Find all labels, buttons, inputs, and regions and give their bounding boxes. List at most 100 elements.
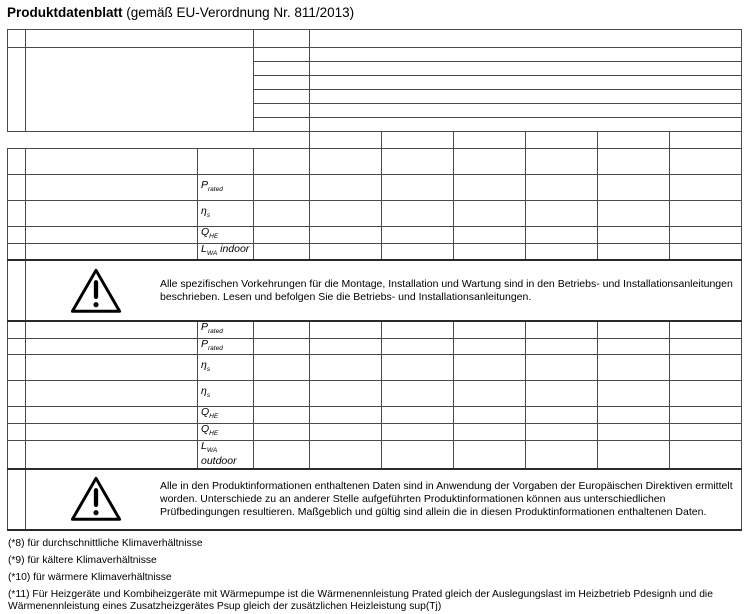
value-cell: [453, 380, 526, 408]
value-cell: [525, 422, 598, 441]
parameter-row: QHE: [7, 406, 743, 424]
parameter-label: [25, 200, 198, 227]
parameter-row: ηs: [7, 354, 743, 382]
parameter-row: Prated: [7, 320, 743, 339]
parameter-symbol: ηs: [197, 200, 254, 227]
parameter-symbol: QHE: [197, 422, 254, 441]
parameter-unit: [253, 200, 310, 227]
value-cell: [525, 200, 598, 227]
symbol-subscript: s: [206, 366, 211, 374]
model-numeral: [253, 47, 310, 62]
value-cell: [668, 439, 743, 470]
symbol-base: Q: [201, 226, 210, 238]
value-cell: [309, 422, 382, 441]
parameter-unit: [253, 242, 310, 261]
value-cell: [525, 337, 598, 356]
symbol-base: P: [201, 178, 209, 191]
product-data-table-body: Prated ηs QHE LWA indoor Alle spezifischen V…: [7, 29, 743, 531]
symbol-base: L: [201, 440, 207, 452]
parameter-row: LWA outdoor: [7, 439, 743, 470]
value-cell: [525, 148, 598, 175]
notice-row: Alle spezifischen Vorkehrungen für die M…: [7, 259, 743, 323]
parameter-label: [25, 320, 198, 339]
notice-content: Alle spezifischen Vorkehrungen für die M…: [27, 267, 741, 315]
symbol-subscript: rated: [208, 328, 223, 336]
symbol-base: η: [201, 385, 207, 398]
brand-row: [7, 29, 743, 48]
footnote: (*10) für wärmere Klimaverhältnisse: [8, 571, 172, 583]
parameter-label: [25, 337, 198, 356]
parameter-unit: [253, 148, 310, 175]
model-name: [308, 117, 743, 132]
value-cell: [597, 226, 670, 244]
brand-label: [25, 29, 254, 48]
footnote: (*9) für kältere Klimaverhältnisse: [8, 554, 157, 566]
page-title: Produktdatenblatt (gemäß EU-Verordnung N…: [7, 5, 741, 21]
value-cell: [668, 406, 743, 424]
value-cell: [668, 148, 743, 175]
notice-content: Alle in den Produktinformationen enthalt…: [27, 475, 741, 523]
value-cell: [309, 226, 382, 244]
value-cell: [453, 320, 526, 339]
models-label: [25, 47, 254, 132]
value-cell: [381, 200, 454, 227]
symbol-base: P: [201, 321, 209, 334]
value-cell: [525, 174, 598, 201]
value-cell: [597, 174, 670, 201]
parameter-symbol: Prated: [197, 174, 254, 201]
row-number: [7, 337, 26, 356]
row-number: [7, 226, 26, 244]
notice-row: Alle in den Produktinformationen enthalt…: [7, 467, 743, 531]
value-cell: [597, 439, 670, 470]
row-number: [7, 320, 26, 339]
parameter-row: ηs: [7, 380, 743, 408]
value-cell: [668, 337, 743, 356]
parameter-symbol: Prated: [197, 320, 254, 339]
model-row: [7, 47, 743, 132]
parameter-row: Prated: [7, 174, 743, 201]
page-title-suffix: (gemäß EU-Verordnung Nr. 811/2013): [122, 5, 355, 20]
value-cell: [453, 174, 526, 201]
column-header: [381, 131, 454, 149]
value-cell: [309, 242, 382, 261]
value-cell: [525, 380, 598, 408]
model-name: [308, 89, 743, 104]
row-number: [7, 354, 26, 382]
notice-cell: Alle in den Produktinformationen enthalt…: [24, 467, 743, 531]
column-header-row: [8, 131, 743, 149]
symbol-subscript: rated: [208, 185, 223, 193]
column-header: [597, 131, 670, 149]
value-cell: [381, 148, 454, 175]
value-cell: [525, 242, 598, 261]
model-numeral: [253, 89, 310, 104]
symbol-base: η: [201, 359, 207, 372]
column-header: [309, 131, 382, 149]
value-cell: [597, 320, 670, 339]
row-number: [7, 439, 26, 470]
value-cell: [381, 422, 454, 441]
value-cell: [381, 226, 454, 244]
value-cell: [597, 337, 670, 356]
symbol-subscript: s: [206, 211, 211, 219]
parameter-row: QHE: [7, 226, 743, 244]
parameter-row: LWA indoor: [7, 242, 743, 261]
footnote: (*8) für durchschnittliche Klimaverhältn…: [8, 537, 203, 549]
model-numeral: [253, 61, 310, 76]
empty-cell: [253, 29, 310, 48]
value-cell: [525, 406, 598, 424]
row-number: [7, 380, 26, 408]
value-cell: [668, 380, 743, 408]
model-numeral: [253, 103, 310, 118]
row-number: [7, 200, 26, 227]
value-cell: [381, 320, 454, 339]
model-row: [8, 117, 743, 132]
value-cell: [381, 242, 454, 261]
model-numeral: [253, 117, 310, 132]
parameter-symbol: QHE: [197, 226, 254, 244]
parameter-label: [25, 380, 198, 408]
row-number: [7, 259, 26, 323]
parameter-label: [25, 174, 198, 201]
value-cell: [525, 226, 598, 244]
notice-cell: Alle spezifischen Vorkehrungen für die M…: [24, 259, 743, 323]
row-number: [7, 174, 26, 201]
